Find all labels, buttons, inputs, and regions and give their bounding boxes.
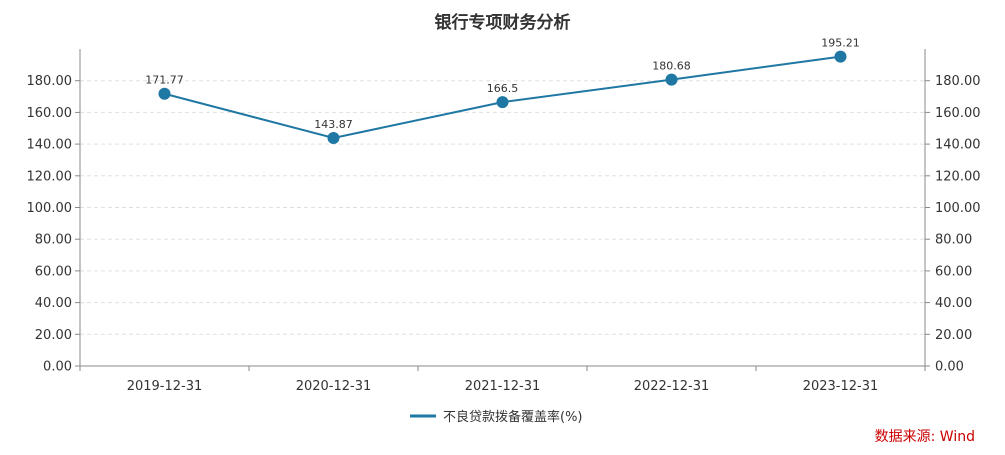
y-tick-label-left: 140.00 [27,138,73,153]
y-tick-label-right: 40.00 [935,296,972,311]
x-tick-label: 2020-12-31 [296,379,372,394]
y-tick-label-left: 160.00 [27,106,73,121]
axes: 0.00 0.00 20.00 20.00 40.00 40.00 60.00 60.00 80… [27,49,981,394]
x-tick-label: 2019-12-31 [127,379,203,394]
y-tick-label-left: 0.00 [43,360,72,375]
x-tick-label: 2023-12-31 [803,379,879,394]
data-point[interactable] [158,87,171,100]
y-tick-label-left: 120.00 [27,169,73,184]
y-tick-label-right: 100.00 [935,201,981,216]
y-tick-label-left: 40.00 [35,296,72,311]
data-label: 195.21 [821,37,860,50]
y-tick-label-right: 20.00 [935,328,972,343]
y-tick-label-right: 0.00 [935,360,964,375]
y-tick-label-right: 80.00 [935,233,972,248]
legend[interactable]: 不良贷款拨备覆盖率(%) [410,409,583,425]
data-label: 180.68 [652,60,691,73]
y-tick-label-right: 60.00 [935,264,972,279]
y-tick-label-right: 160.00 [935,106,981,121]
grid-lines [80,80,925,367]
data-point[interactable] [834,50,847,63]
series-layer: 171.77 143.87 166.5 180.68 195.21 [145,37,860,144]
data-point[interactable] [327,131,340,144]
x-tick-label: 2021-12-31 [465,379,541,394]
data-label: 171.77 [145,74,184,87]
y-tick-label-right: 180.00 [935,74,981,89]
data-point[interactable] [496,96,509,109]
y-tick-label-left: 100.00 [27,201,73,216]
y-tick-label-right: 120.00 [935,169,981,184]
source-note: 数据来源: Wind [874,429,975,445]
y-tick-label-left: 20.00 [35,328,72,343]
chart-title: 银行专项财务分析 [435,12,571,33]
data-label: 143.87 [314,118,353,131]
y-tick-label-left: 80.00 [35,233,72,248]
x-tick-label: 2022-12-31 [634,379,710,394]
y-tick-label-left: 60.00 [35,264,72,279]
y-tick-label-left: 180.00 [27,74,73,89]
data-point[interactable] [665,73,678,86]
legend-label: 不良贷款拨备覆盖率(%) [443,409,583,425]
y-tick-label-right: 140.00 [935,138,981,153]
data-label: 166.5 [487,82,519,95]
